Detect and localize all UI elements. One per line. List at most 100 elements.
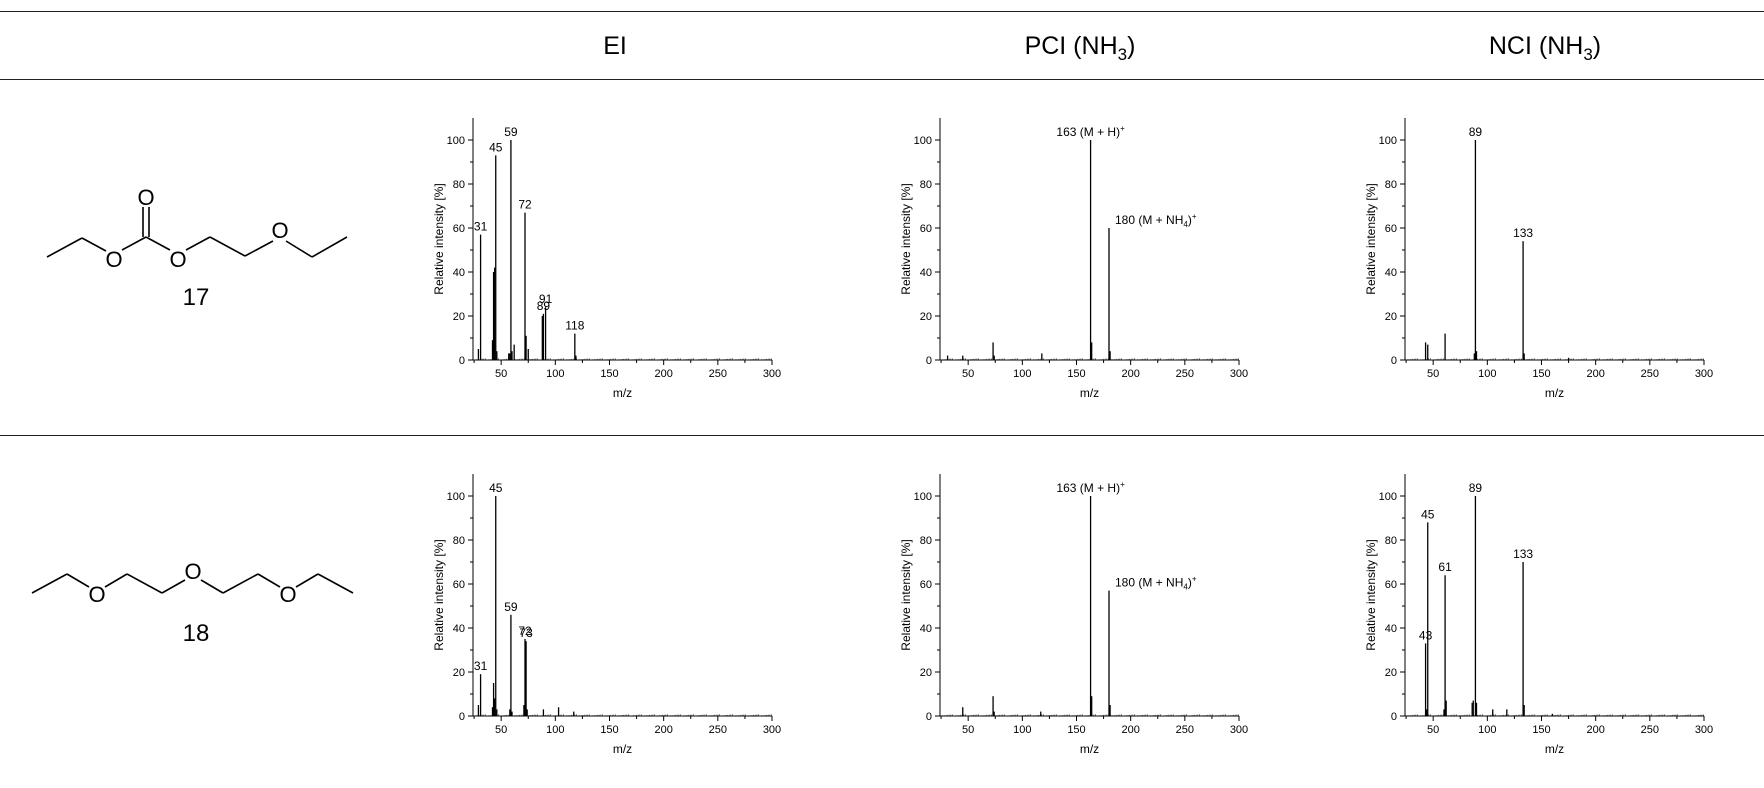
baseline-noise <box>940 358 1239 360</box>
peak-label: 72 <box>518 624 532 638</box>
x-tick-label: 100 <box>1478 368 1496 380</box>
oxygen-label: O <box>279 582 296 607</box>
x-tick-label: 250 <box>1176 368 1194 380</box>
carbonyl-oxygen-label: O <box>137 185 154 210</box>
y-axis-label: Relative intensity [%] <box>1364 183 1378 294</box>
x-tick-label: 200 <box>1121 368 1139 380</box>
header-bottom-rule <box>0 79 1764 80</box>
x-tick-label: 300 <box>1230 368 1248 380</box>
peak-label: 163 (M + H)+ <box>1056 124 1125 139</box>
x-tick-label: 150 <box>1532 368 1550 380</box>
y-axis-label: Relative intensity [%] <box>432 183 446 294</box>
peak-label: 133 <box>1513 547 1533 561</box>
x-tick-label: 300 <box>763 368 781 380</box>
y-tick-label: 40 <box>1385 267 1397 279</box>
y-tick-label: 20 <box>920 311 932 323</box>
y-tick-label: 80 <box>1385 535 1397 547</box>
x-tick-label: 300 <box>1695 724 1713 736</box>
peak-label: 133 <box>1513 226 1533 240</box>
y-axis-label: Relative intensity [%] <box>1364 539 1378 650</box>
y-tick-label: 20 <box>453 667 465 679</box>
x-tick-label: 100 <box>1013 368 1031 380</box>
y-axis-label: Relative intensity [%] <box>432 539 446 650</box>
x-tick-label: 250 <box>1641 368 1659 380</box>
x-tick-label: 150 <box>1067 368 1085 380</box>
oxygen-label: O <box>88 582 105 607</box>
column-header-ei: EI <box>603 32 627 60</box>
x-tick-label: 250 <box>709 368 727 380</box>
x-tick-label: 200 <box>654 724 672 736</box>
y-tick-label: 40 <box>920 623 932 635</box>
compound-number-17: 17 <box>182 284 210 311</box>
x-axis-label: m/z <box>613 742 632 756</box>
table-top-rule <box>0 11 1764 12</box>
x-tick-label: 150 <box>600 368 618 380</box>
peak-label: 118 <box>565 319 584 333</box>
y-tick-label: 0 <box>459 711 465 723</box>
y-tick-label: 40 <box>453 623 465 635</box>
x-tick-label: 250 <box>709 724 727 736</box>
baseline-noise <box>1405 358 1704 360</box>
x-tick-label: 300 <box>1695 368 1713 380</box>
y-tick-label: 100 <box>1379 491 1397 503</box>
y-tick-label: 0 <box>1391 711 1397 723</box>
peak-label: 59 <box>504 125 518 139</box>
oxygen-label: O <box>271 218 288 243</box>
y-tick-label: 0 <box>459 355 465 367</box>
y-tick-label: 100 <box>914 135 932 147</box>
x-tick-label: 300 <box>1230 724 1248 736</box>
peak-label: 180 (M + NH4)+ <box>1115 575 1197 592</box>
baseline-noise <box>473 358 772 360</box>
y-tick-label: 60 <box>453 579 465 591</box>
x-tick-label: 200 <box>1586 724 1604 736</box>
y-tick-label: 100 <box>447 491 465 503</box>
peak-label: 72 <box>518 198 532 212</box>
y-tick-label: 80 <box>1385 179 1397 191</box>
y-axis-label: Relative intensity [%] <box>899 183 913 294</box>
peak-label: 43 <box>1419 628 1433 642</box>
y-tick-label: 60 <box>1385 223 1397 235</box>
x-tick-label: 300 <box>763 724 781 736</box>
oxygen-label: O <box>184 559 201 584</box>
y-tick-label: 100 <box>1379 135 1397 147</box>
peak-label: 89 <box>1469 481 1483 495</box>
y-tick-label: 40 <box>1385 623 1397 635</box>
x-tick-label: 50 <box>495 368 507 380</box>
y-axis-label: Relative intensity [%] <box>899 539 913 650</box>
x-axis-label: m/z <box>1545 742 1564 756</box>
y-tick-label: 100 <box>447 135 465 147</box>
peak-label: 45 <box>489 140 503 154</box>
oxygen-label: O <box>105 247 122 272</box>
x-tick-label: 100 <box>1478 724 1496 736</box>
y-tick-label: 60 <box>920 579 932 591</box>
y-tick-label: 0 <box>1391 355 1397 367</box>
x-axis-label: m/z <box>1080 742 1099 756</box>
column-header-pci: PCI (NH3) <box>1024 32 1136 64</box>
compound-17-structure: O O O O <box>46 185 348 272</box>
spectrum-17-pci: 0 20 40 60 80 100 50 100 150 200 250 300 m/z Relative… <box>899 118 1248 400</box>
x-tick-label: 250 <box>1641 724 1659 736</box>
y-tick-label: 80 <box>453 179 465 191</box>
x-tick-label: 150 <box>1532 724 1550 736</box>
oxygen-label: O <box>169 247 186 272</box>
y-tick-label: 0 <box>926 355 932 367</box>
column-header-nci: NCI (NH3) <box>1488 32 1602 64</box>
y-tick-label: 20 <box>920 667 932 679</box>
spectrum-17-ei: 0 20 40 60 80 100 50 100 150 200 250 300 m/z Relative… <box>432 118 781 400</box>
baseline-noise <box>1405 714 1704 716</box>
row-divider-rule <box>0 435 1764 436</box>
peak-label: 89 <box>1469 125 1483 139</box>
peak-label: 180 (M + NH4)+ <box>1115 212 1197 229</box>
y-tick-label: 80 <box>920 179 932 191</box>
x-axis-label: m/z <box>1545 386 1564 400</box>
peak-label: 31 <box>474 220 488 234</box>
x-tick-label: 100 <box>546 368 564 380</box>
x-tick-label: 50 <box>962 368 974 380</box>
y-tick-label: 60 <box>1385 579 1397 591</box>
y-tick-label: 60 <box>453 223 465 235</box>
compound-number-18: 18 <box>182 620 210 647</box>
y-tick-label: 80 <box>453 535 465 547</box>
x-tick-label: 200 <box>1586 368 1604 380</box>
spectrum-18-pci: 0 20 40 60 80 100 50 100 150 200 250 300 m/z Relative… <box>899 474 1248 756</box>
y-tick-label: 60 <box>920 223 932 235</box>
